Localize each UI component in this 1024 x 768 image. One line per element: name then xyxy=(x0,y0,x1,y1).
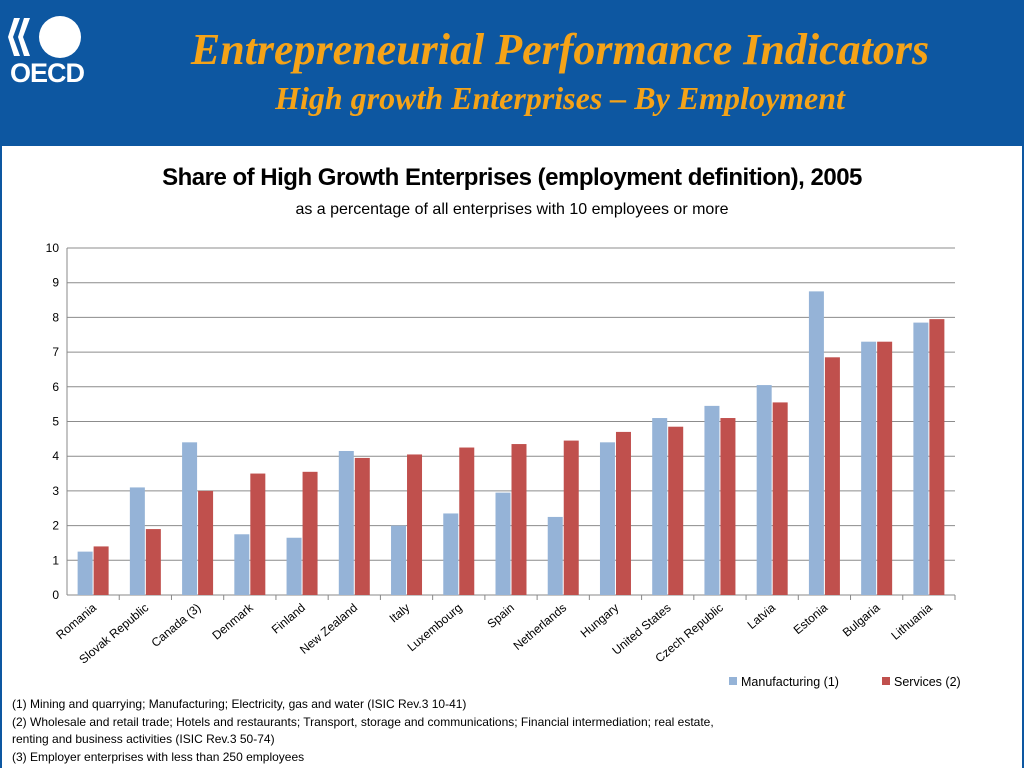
bar-manufacturing xyxy=(129,487,145,595)
y-tick-label: 7 xyxy=(52,345,59,359)
bar-manufacturing xyxy=(861,341,877,595)
footnote-2-continued: renting and business activities (ISIC Re… xyxy=(12,732,275,746)
bar-manufacturing xyxy=(77,551,93,595)
bar-services xyxy=(668,426,684,595)
bar-manufacturing xyxy=(599,442,615,595)
y-tick-label: 3 xyxy=(52,484,59,498)
bar-manufacturing xyxy=(443,513,459,595)
bar-manufacturing xyxy=(338,450,354,595)
bar-services xyxy=(93,546,109,595)
y-tick-label: 9 xyxy=(52,276,59,290)
bar-manufacturing xyxy=(182,442,198,595)
x-tick-label: Estonia xyxy=(791,600,831,637)
bar-services xyxy=(877,341,893,595)
bar-services xyxy=(198,490,214,595)
bar-services xyxy=(459,447,475,595)
bar-services xyxy=(354,457,370,595)
x-tick-label: Hungary xyxy=(578,601,622,641)
bar-manufacturing xyxy=(234,534,250,595)
footnote-1: (1) Mining and quarrying; Manufacturing;… xyxy=(12,697,467,711)
bar-manufacturing xyxy=(913,322,929,595)
chart-subtitle: as a percentage of all enterprises with … xyxy=(295,201,729,218)
y-tick-label: 6 xyxy=(52,380,59,394)
y-tick-label: 10 xyxy=(46,241,60,255)
bar-manufacturing xyxy=(391,525,407,595)
chart-title: Share of High Growth Enterprises (employ… xyxy=(162,164,862,191)
x-tick-label: Bulgaria xyxy=(840,600,883,639)
y-tick-label: 4 xyxy=(52,449,59,463)
x-tick-label: Netherlands xyxy=(511,601,570,653)
x-tick-label: Romania xyxy=(53,600,99,642)
bar-services xyxy=(824,357,840,595)
page-title: Entrepreneurial Performance Indicators xyxy=(190,25,930,74)
x-tick-label: Italy xyxy=(387,601,413,626)
footnotes: (1) Mining and quarrying; Manufacturing;… xyxy=(12,696,714,766)
x-tick-label: New Zealand xyxy=(297,601,360,657)
bar-services xyxy=(250,473,266,595)
oecd-logo-icon xyxy=(8,16,81,58)
y-tick-label: 5 xyxy=(52,415,59,429)
legend-swatch xyxy=(882,677,890,685)
legend-swatch xyxy=(729,677,737,685)
bar-manufacturing xyxy=(286,537,302,595)
bar-manufacturing xyxy=(704,405,720,595)
bar-services xyxy=(929,319,945,595)
page-subtitle: High growth Enterprises – By Employment xyxy=(275,80,845,116)
y-tick-label: 2 xyxy=(52,519,59,533)
x-tick-label: Canada (3) xyxy=(149,601,204,650)
bar-services xyxy=(720,418,736,595)
bar-services xyxy=(772,402,788,595)
bar-services xyxy=(302,471,318,595)
bar-manufacturing xyxy=(756,385,772,595)
x-tick-label: Finland xyxy=(269,601,308,637)
bar-services xyxy=(145,529,161,595)
x-tick-label: Spain xyxy=(484,601,517,631)
legend-label: Manufacturing (1) xyxy=(741,675,839,689)
bar-manufacturing xyxy=(547,516,563,595)
y-tick-label: 0 xyxy=(52,588,59,602)
x-tick-label: Denmark xyxy=(209,600,256,643)
bar-manufacturing xyxy=(652,418,668,595)
footnote-3: (3) Employer enterprises with less than … xyxy=(12,749,305,764)
bar-manufacturing xyxy=(808,291,824,595)
bar-services xyxy=(615,431,631,595)
bar-services xyxy=(563,440,579,595)
chart-panel: Share of High Growth Enterprises (employ… xyxy=(2,146,1022,768)
bar-services xyxy=(407,454,423,595)
y-tick-label: 8 xyxy=(52,310,59,324)
logo-text: OECD xyxy=(10,58,85,88)
bar-services xyxy=(511,444,527,595)
x-tick-label: Lithuania xyxy=(888,600,935,642)
footnote-2: (2) Wholesale and retail trade; Hotels a… xyxy=(12,714,714,729)
legend-label: Services (2) xyxy=(894,675,961,689)
bar-manufacturing xyxy=(495,492,511,595)
x-tick-label: Luxembourg xyxy=(405,601,465,655)
header-bar: OECD Entrepreneurial Performance Indicat… xyxy=(0,0,1024,145)
x-tick-label: Latvia xyxy=(745,600,779,632)
y-tick-label: 1 xyxy=(52,553,59,567)
